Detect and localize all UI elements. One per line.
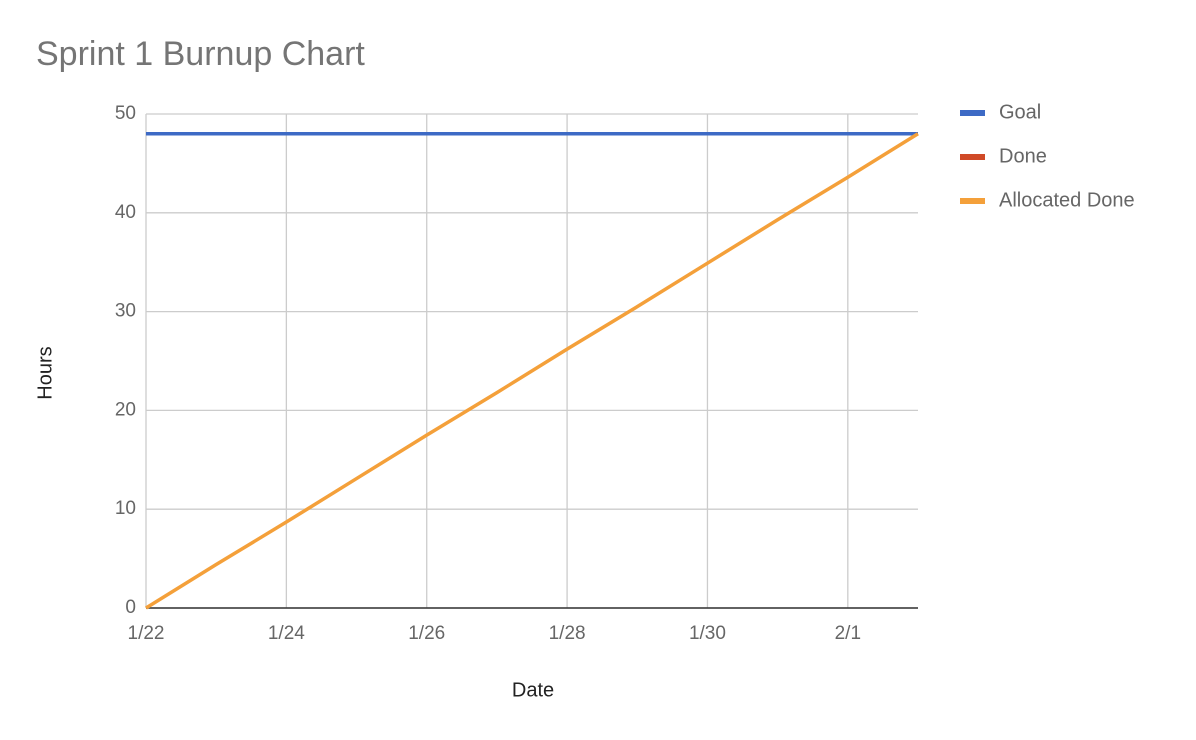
legend-label: Done (999, 145, 1047, 167)
x-tick-label: 2/1 (835, 623, 861, 644)
y-axis-label: Hours (34, 346, 56, 399)
y-tick-label: 10 (115, 498, 136, 519)
x-tick-label: 1/28 (549, 623, 586, 644)
y-tick-label: 0 (125, 597, 136, 618)
x-tick-label: 1/30 (689, 623, 726, 644)
x-tick-label: 1/26 (408, 623, 445, 644)
legend-label: Goal (999, 101, 1041, 123)
x-axis-label: Date (512, 679, 554, 701)
legend-swatch (960, 198, 985, 204)
legend-swatch (960, 154, 985, 160)
x-tick-label: 1/22 (128, 623, 165, 644)
y-tick-label: 30 (115, 301, 136, 322)
series-line (145, 132, 919, 610)
y-tick-label: 40 (115, 202, 136, 223)
legend-label: Allocated Done (999, 189, 1135, 211)
x-tick-label: 1/24 (268, 623, 305, 644)
y-tick-label: 50 (115, 103, 136, 124)
y-tick-label: 20 (115, 399, 136, 420)
chart-title: Sprint 1 Burnup Chart (36, 35, 365, 73)
legend-swatch (960, 110, 985, 116)
